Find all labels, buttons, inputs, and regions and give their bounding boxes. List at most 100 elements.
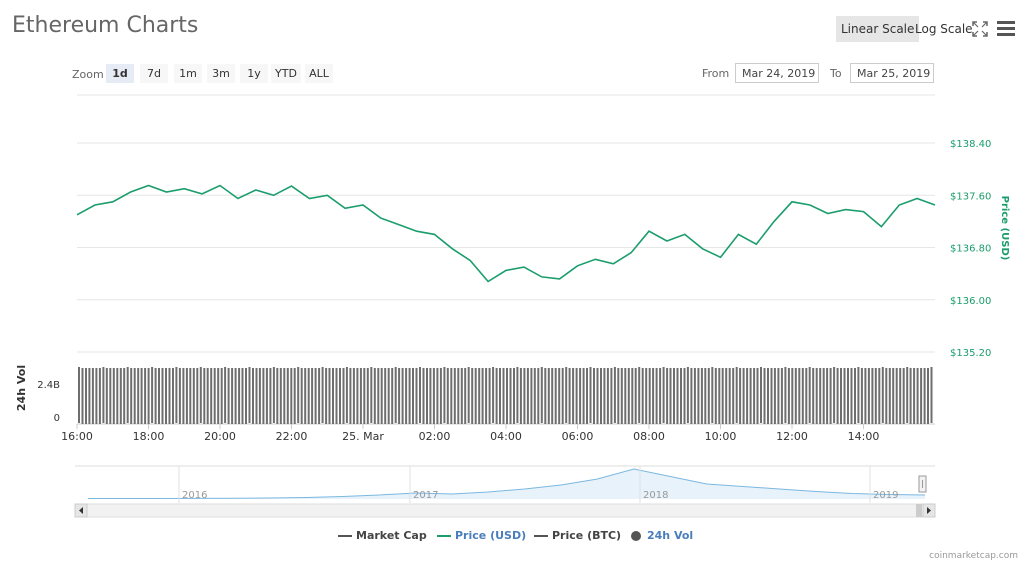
- zoom-ytd-button[interactable]: YTD: [271, 64, 301, 83]
- volume-bar: [140, 368, 143, 424]
- volume-bar: [533, 368, 536, 424]
- volume-bar: [227, 368, 230, 424]
- volume-bar: [405, 368, 408, 424]
- volume-bar: [756, 368, 759, 424]
- volume-bar: [300, 368, 303, 424]
- volume-bar: [725, 368, 728, 424]
- from-date-input[interactable]: Mar 24, 2019: [735, 63, 819, 83]
- volume-bar: [283, 368, 286, 424]
- x-tick-label: 06:00: [562, 430, 594, 443]
- volume-bar: [906, 367, 909, 423]
- volume-bar: [499, 368, 501, 424]
- volume-bar: [356, 368, 359, 424]
- volume-bar: [144, 368, 147, 424]
- volume-bar: [464, 368, 467, 424]
- volume-bar: [742, 368, 745, 424]
- volume-bar: [519, 368, 522, 424]
- volume-bar: [826, 368, 829, 424]
- volume-bar: [126, 367, 129, 423]
- volume-bar: [641, 368, 644, 424]
- volume-bar: [634, 368, 637, 424]
- volume-bar: [895, 368, 898, 424]
- volume-bar: [801, 368, 804, 424]
- volume-bar: [335, 368, 338, 424]
- volume-bar: [307, 368, 310, 424]
- volume-bar: [178, 368, 181, 424]
- legend-price-usd[interactable]: Price (USD): [437, 529, 526, 542]
- volume-bar: [151, 367, 154, 423]
- volume-bar: [697, 368, 700, 424]
- volume-bar: [474, 368, 477, 424]
- legend-label: 24h Vol: [647, 529, 694, 542]
- hamburger-menu-icon[interactable]: [997, 21, 1015, 37]
- fullscreen-icon[interactable]: [972, 21, 988, 37]
- volume-bar: [98, 368, 101, 424]
- log-scale-button[interactable]: Log Scale: [915, 22, 973, 36]
- volume-bar: [241, 368, 244, 424]
- from-label: From: [702, 67, 730, 80]
- volume-bar: [773, 368, 776, 424]
- volume-bar: [707, 368, 710, 424]
- zoom-1y-button[interactable]: 1y: [240, 64, 268, 83]
- volume-bar: [359, 368, 362, 424]
- volume-bar: [676, 368, 679, 424]
- volume-bar: [429, 368, 432, 424]
- legend-price-btc[interactable]: Price (BTC): [534, 529, 621, 542]
- volume-bar: [185, 368, 188, 424]
- volume-bar: [673, 368, 675, 424]
- volume-bar: [478, 368, 481, 424]
- volume-bar: [864, 368, 867, 424]
- zoom-7d-button[interactable]: 7d: [140, 64, 168, 83]
- volume-bar: [860, 368, 863, 424]
- volume-bar: [732, 368, 735, 424]
- volume-tick-label: 0: [54, 413, 60, 424]
- volume-bar: [199, 367, 202, 423]
- volume-tick-label: 2.4B: [37, 380, 60, 391]
- volume-bar: [342, 368, 345, 424]
- scrollbar-track: [74, 503, 936, 518]
- volume-bar: [192, 368, 195, 424]
- volume-bar: [224, 367, 227, 423]
- volume-bar: [787, 368, 790, 424]
- volume-bar: [923, 368, 926, 424]
- volume-bar: [867, 368, 870, 424]
- volume-bar: [655, 368, 658, 424]
- volume-bar: [547, 368, 550, 424]
- volume-bar: [189, 368, 192, 424]
- volume-bar: [154, 368, 157, 424]
- volume-bar: [130, 368, 133, 424]
- volume-bar: [711, 367, 714, 423]
- volume-bar: [586, 368, 588, 424]
- linear-scale-button[interactable]: Linear Scale: [836, 16, 920, 42]
- to-date-input[interactable]: Mar 25, 2019: [850, 63, 934, 83]
- legend-24h-vol[interactable]: 24h Vol: [631, 529, 693, 542]
- volume-bar: [916, 368, 919, 424]
- zoom-all-button[interactable]: ALL: [305, 64, 333, 83]
- volume-bar: [262, 368, 265, 424]
- x-tick-label: 12:00: [776, 430, 808, 443]
- credit-link[interactable]: coinmarketcap.com: [929, 551, 1018, 561]
- volume-bar: [833, 367, 836, 423]
- zoom-1m-button[interactable]: 1m: [174, 64, 202, 83]
- volume-bar: [523, 368, 526, 424]
- x-tick-label: 04:00: [490, 430, 522, 443]
- volume-bar: [105, 368, 108, 424]
- volume-bar: [575, 368, 578, 424]
- volume-bar: [572, 368, 575, 424]
- volume-bar: [182, 368, 185, 424]
- navigator[interactable]: 2016 2017 2018 2019: [74, 465, 936, 518]
- volume-bar: [526, 368, 529, 424]
- legend-market-cap[interactable]: Market Cap: [338, 529, 427, 542]
- zoom-1d-button[interactable]: 1d: [106, 64, 134, 83]
- volume-bar: [565, 367, 568, 423]
- volume-bar: [401, 368, 404, 424]
- volume-bar: [391, 368, 394, 424]
- volume-bar: [502, 368, 505, 424]
- volume-bar: [544, 368, 547, 424]
- volume-bar: [279, 368, 282, 424]
- y-axis-ticks: $138.40 $137.60 $136.80 $136.00 $135.20: [950, 139, 991, 359]
- zoom-3m-button[interactable]: 3m: [207, 64, 235, 83]
- volume-bar: [269, 368, 272, 424]
- volume-bar: [537, 368, 540, 424]
